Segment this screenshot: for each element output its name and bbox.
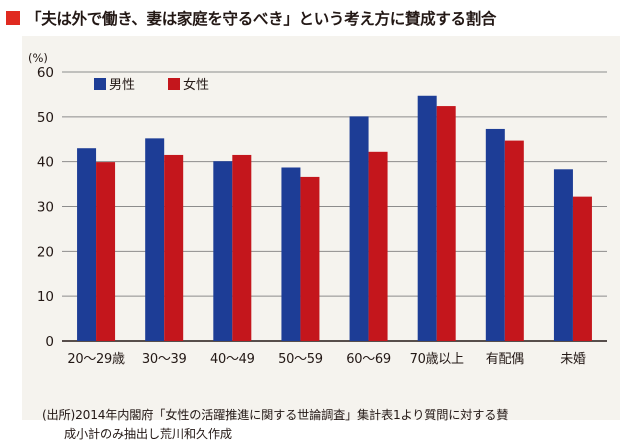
- legend-label: 男性: [109, 78, 135, 93]
- x-tick-label: 未婚: [560, 352, 586, 367]
- y-axis-label: (%): [28, 51, 48, 65]
- y-tick-label: 20: [37, 244, 54, 260]
- bar-male: [145, 138, 165, 341]
- bar-female: [96, 162, 116, 341]
- x-tick-label: 有配偶: [486, 352, 524, 367]
- bar-female: [368, 151, 388, 341]
- x-tick-label: 30～39: [142, 352, 187, 367]
- legend-swatch: [94, 78, 106, 90]
- y-tick-label: 10: [37, 289, 54, 305]
- x-tick-label: 20～29歳: [67, 352, 125, 367]
- y-tick-label: 40: [37, 155, 54, 171]
- bar-female: [504, 140, 524, 341]
- bar-female: [164, 154, 184, 341]
- title-marker: [6, 11, 20, 25]
- y-tick-label: 50: [37, 110, 54, 126]
- chart-panel: 0 10 20 30 40 50 60 (%) 20～29歳 30～39 40～49 50～59 60～…: [22, 36, 620, 441]
- bar-female: [300, 176, 320, 341]
- bar-male: [485, 128, 505, 341]
- page: 「夫は外で働き、妻は家庭を守るべき」という考え方に賛成する割合 0 10 20 30 4…: [6, 6, 620, 441]
- bar-female: [572, 196, 592, 341]
- bar-female: [436, 106, 456, 341]
- y-tick-label: 60: [37, 65, 54, 81]
- bar-male: [553, 169, 573, 341]
- bar-female: [232, 154, 252, 341]
- legend-label: 女性: [183, 77, 209, 93]
- y-tick-label: 0: [45, 334, 54, 350]
- legend-swatch: [168, 78, 180, 90]
- bar-chart: 0 10 20 30 40 50 60(%) 20～29歳 30～39 40～49 50～59 60～…: [28, 51, 607, 367]
- source-note-line-1: (出所)2014年内閣府「女性の活躍推進に関する世論調査」集計表1より質問に対す…: [42, 408, 509, 422]
- source-note: (出所)2014年内閣府「女性の活躍推進に関する世論調査」集計表1より質問に対す…: [42, 406, 637, 444]
- x-tick-label: 50～59: [278, 352, 323, 367]
- bar-male: [417, 95, 437, 342]
- bar-male: [281, 167, 301, 341]
- bar-male: [213, 161, 233, 341]
- chart-title: 「夫は外で働き、妻は家庭を守るべき」という考え方に賛成する割合: [26, 10, 497, 28]
- title-row: 「夫は外で働き、妻は家庭を守るべき」という考え方に賛成する割合: [6, 6, 496, 30]
- x-tick-label: 70歳以上: [410, 352, 464, 367]
- bar-male: [77, 148, 97, 341]
- x-tick-label: 60～69: [346, 352, 391, 367]
- y-tick-label: 30: [37, 200, 54, 216]
- bar-male: [349, 116, 369, 341]
- x-tick-label: 40～49: [210, 352, 255, 367]
